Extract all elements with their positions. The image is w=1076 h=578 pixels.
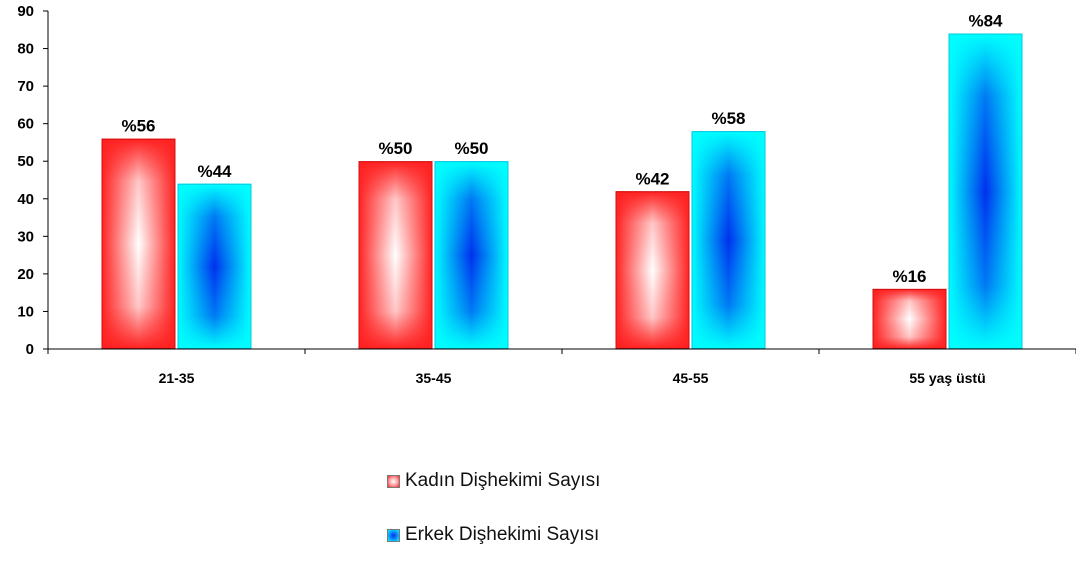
bar-kadin-3 <box>872 288 947 349</box>
y-tick-label: 90 <box>17 3 34 20</box>
data-label: %58 <box>711 109 745 128</box>
data-label: %42 <box>635 169 669 188</box>
bar-erkek-0 <box>177 183 252 349</box>
x-tick-label: 35-45 <box>416 370 452 386</box>
bar-erkek-1 <box>434 161 509 349</box>
y-tick-label: 40 <box>17 191 34 208</box>
y-tick-label: 50 <box>17 153 34 170</box>
bar-erkek-2 <box>691 131 766 349</box>
bar-kadin-1 <box>358 161 433 349</box>
bar-kadin-0 <box>101 138 176 349</box>
legend-item-kadin: Kadın Dişhekimi Sayısı <box>387 470 600 492</box>
data-label: %50 <box>454 139 488 158</box>
y-tick-label: 70 <box>17 78 34 95</box>
y-tick-label: 10 <box>17 303 34 320</box>
data-label: %44 <box>197 162 232 181</box>
bar-chart: %56 %44 21-35 %50 %50 35-45 %42 %58 45-55 %16 %84 5… <box>17 3 1076 386</box>
legend: Kadın Dişhekimi Sayısı Erkek Dişhekimi S… <box>387 470 600 578</box>
legend-label: Erkek Dişhekimi Sayısı <box>405 524 600 545</box>
y-tick-label: 0 <box>26 341 34 358</box>
data-label: %84 <box>968 12 1003 31</box>
bar-erkek-3 <box>948 33 1023 350</box>
bar-kadin-2 <box>615 191 690 349</box>
y-tick-label: 20 <box>17 266 34 283</box>
legend-swatch-red <box>387 474 400 488</box>
x-tick-label: 21-35 <box>159 370 195 386</box>
x-tick-label: 45-55 <box>673 370 709 386</box>
data-label: %16 <box>892 267 926 286</box>
x-tick-label: 55 yaş üstü <box>909 370 985 386</box>
y-tick-label: 60 <box>17 116 34 133</box>
legend-label: Kadın Dişhekimi Sayısı <box>405 470 601 491</box>
y-tick-label: 30 <box>17 228 34 245</box>
legend-swatch-blue <box>387 528 400 542</box>
y-tick-label: 80 <box>17 41 34 58</box>
data-label: %50 <box>378 139 412 158</box>
data-label: %56 <box>121 117 155 136</box>
legend-item-erkek: Erkek Dişhekimi Sayısı <box>387 524 600 546</box>
